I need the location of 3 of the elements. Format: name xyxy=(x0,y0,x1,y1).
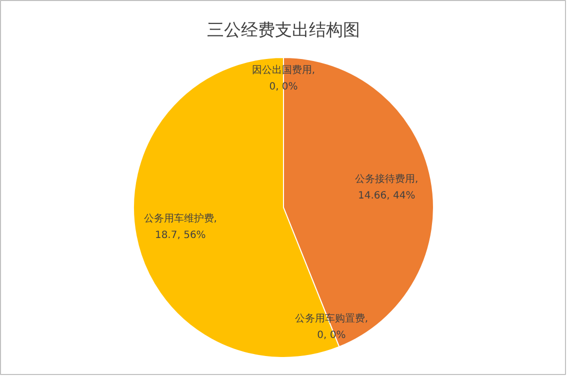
slice-label: 公务用车维护费, 18.7, 56% xyxy=(144,212,217,242)
chart-title: 三公经费支出结构图 xyxy=(207,20,360,40)
slice-label: 公务接待费用, 14.66, 44% xyxy=(355,172,418,202)
